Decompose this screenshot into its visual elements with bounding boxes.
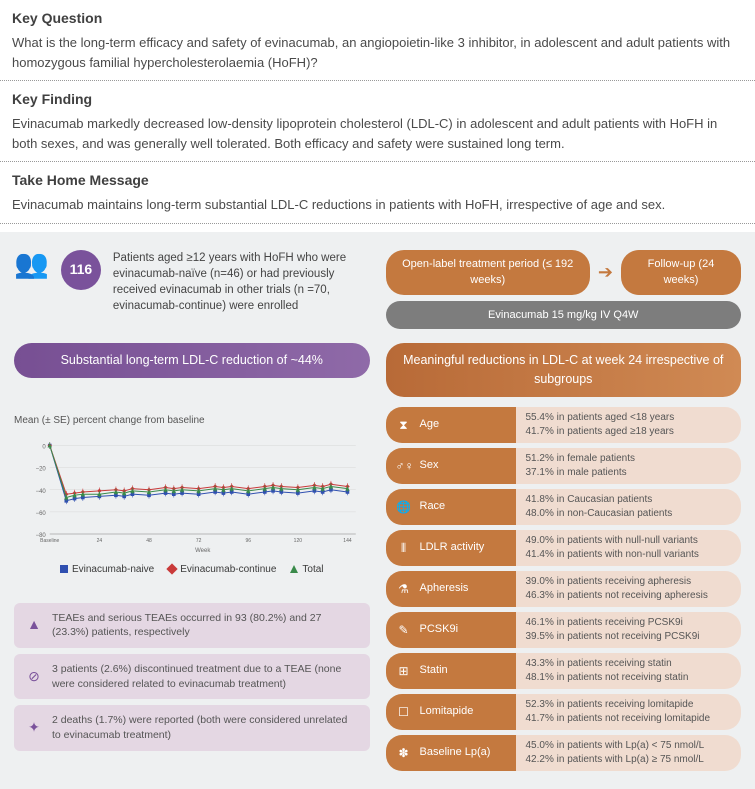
pill-follow-up: Follow-up (24 weeks)	[621, 250, 741, 295]
safety-icon: ⊘	[26, 667, 42, 687]
svg-text:120: 120	[294, 538, 303, 544]
pill-open-label: Open-label treatment period (≤ 192 weeks…	[386, 250, 590, 295]
subgroup-values: 55.4% in patients aged <18 years41.7% in…	[516, 407, 742, 443]
key-question-text: What is the long-term efficacy and safet…	[12, 33, 743, 72]
take-home-text: Evinacumab maintains long-term substanti…	[12, 195, 743, 215]
key-question: Key Question What is the long-term effic…	[0, 0, 755, 80]
subgroup-icon: 🌐	[396, 498, 412, 516]
people-icon: 👥	[14, 250, 49, 278]
subgroup-label: ⊞Statin	[386, 653, 516, 689]
subgroup-row: 🌐Race41.8% in Caucasian patients48.0% in…	[386, 489, 742, 525]
subgroup-label: ⧗Age	[386, 407, 516, 443]
safety-item: ⊘3 patients (2.6%) discontinued treatmen…	[14, 654, 370, 699]
subgroup-icon: ☐	[396, 703, 412, 721]
subgroup-row: ⚗Apheresis39.0% in patients receiving ap…	[386, 571, 742, 607]
subgroup-values: 46.1% in patients receiving PCSK9i39.5% …	[516, 612, 742, 648]
svg-text:0: 0	[42, 444, 46, 450]
take-home: Take Home Message Evinacumab maintains l…	[0, 162, 755, 223]
subgroup-label: ☐Lomitapide	[386, 694, 516, 730]
subgroup-label: ♂♀Sex	[386, 448, 516, 484]
subgroup-values: 39.0% in patients receiving apheresis46.…	[516, 571, 742, 607]
banner-orange: Meaningful reductions in LDL-C at week 2…	[386, 343, 742, 397]
subgroup-row: ✽Baseline Lp(a)45.0% in patients with Lp…	[386, 735, 742, 771]
subgroup-row: ♂♀Sex51.2% in female patients37.1% in ma…	[386, 448, 742, 484]
subgroup-icon: ♂♀	[396, 457, 412, 475]
svg-text:48: 48	[146, 538, 152, 544]
banner-purple: Substantial long-term LDL-C reduction of…	[14, 343, 370, 378]
subgroup-row: ☐Lomitapide52.3% in patients receiving l…	[386, 694, 742, 730]
subgroup-row: ⧗Age55.4% in patients aged <18 years41.7…	[386, 407, 742, 443]
line-chart: −80−60−40−200Baseline24487296120144Week	[14, 434, 370, 554]
svg-text:144: 144	[343, 538, 352, 544]
subgroup-icon: ⫴	[396, 539, 412, 557]
subgroup-values: 41.8% in Caucasian patients48.0% in non-…	[516, 489, 742, 525]
subgroup-label: ⫴LDLR activity	[386, 530, 516, 566]
chart-box: Mean (± SE) percent change from baseline…	[14, 407, 370, 583]
subgroup-label: ⚗Apheresis	[386, 571, 516, 607]
svg-text:Baseline: Baseline	[40, 538, 59, 544]
safety-icon: ✦	[26, 718, 42, 738]
subgroup-icon: ⊞	[396, 662, 412, 680]
key-finding-title: Key Finding	[12, 89, 743, 110]
key-finding: Key Finding Evinacumab markedly decrease…	[0, 81, 755, 161]
subgroup-row: ✎PCSK9i46.1% in patients receiving PCSK9…	[386, 612, 742, 648]
subgroup-icon: ⚗	[396, 580, 412, 598]
svg-text:−60: −60	[36, 510, 47, 516]
safety-item: ▲TEAEs and serious TEAEs occurred in 93 …	[14, 603, 370, 648]
subgroup-label: 🌐Race	[386, 489, 516, 525]
subgroup-row: ⊞Statin43.3% in patients receiving stati…	[386, 653, 742, 689]
subgroup-label: ✎PCSK9i	[386, 612, 516, 648]
subgroup-values: 51.2% in female patients37.1% in male pa…	[516, 448, 742, 484]
svg-text:Week: Week	[195, 548, 211, 554]
take-home-title: Take Home Message	[12, 170, 743, 191]
legend-item: Evinacumab-naive	[60, 562, 154, 577]
enrollment-text: Patients aged ≥12 years with HoFH who we…	[113, 250, 370, 314]
subgroup-icon: ⧗	[396, 416, 412, 434]
chart-title: Mean (± SE) percent change from baseline	[14, 413, 370, 428]
key-finding-text: Evinacumab markedly decreased low-densit…	[12, 114, 743, 153]
svg-text:96: 96	[245, 538, 251, 544]
count-badge: 116	[61, 250, 101, 290]
safety-item: ✦2 deaths (1.7%) were reported (both wer…	[14, 705, 370, 750]
legend-item: Evinacumab-continue	[168, 562, 276, 577]
safety-icon: ▲	[26, 615, 42, 635]
subgroup-row: ⫴LDLR activity49.0% in patients with nul…	[386, 530, 742, 566]
safety-list: ▲TEAEs and serious TEAEs occurred in 93 …	[14, 603, 370, 751]
legend-item: Total	[290, 562, 323, 577]
pill-dose: Evinacumab 15 mg/kg IV Q4W	[386, 301, 742, 330]
subgroup-list: ⧗Age55.4% in patients aged <18 years41.7…	[386, 407, 742, 771]
subgroup-icon: ✎	[396, 621, 412, 639]
svg-text:−40: −40	[36, 488, 47, 494]
arrow-icon: ➔	[598, 263, 613, 281]
infographic-panel: 👥 116 Patients aged ≥12 years with HoFH …	[0, 232, 755, 789]
subgroup-values: 45.0% in patients with Lp(a) < 75 nmol/L…	[516, 735, 742, 771]
subgroup-icon: ✽	[396, 744, 412, 762]
svg-text:−20: −20	[36, 466, 47, 472]
subgroup-values: 43.3% in patients receiving statin48.1% …	[516, 653, 742, 689]
chart-legend: Evinacumab-naive Evinacumab-continue Total	[14, 562, 370, 577]
subgroup-values: 52.3% in patients receiving lomitapide41…	[516, 694, 742, 730]
subgroup-values: 49.0% in patients with null-null variant…	[516, 530, 742, 566]
subgroup-label: ✽Baseline Lp(a)	[386, 735, 516, 771]
key-question-title: Key Question	[12, 8, 743, 29]
svg-text:72: 72	[196, 538, 202, 544]
svg-text:24: 24	[97, 538, 103, 544]
